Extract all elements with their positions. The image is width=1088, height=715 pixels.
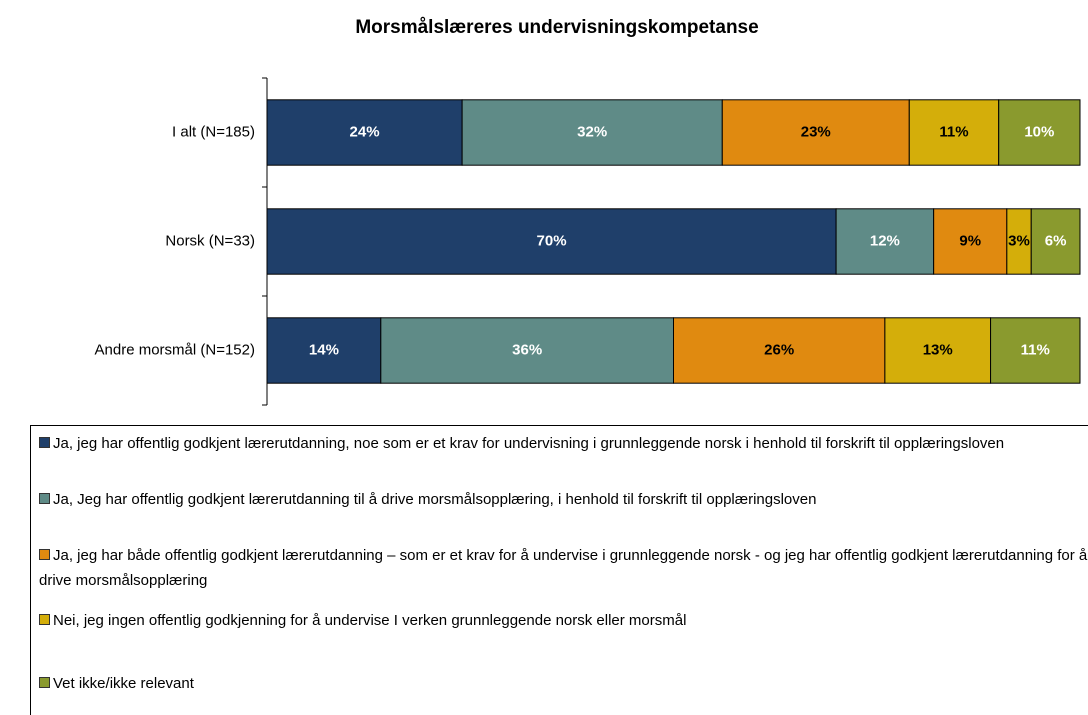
legend-swatch: [39, 614, 50, 625]
legend-entry: Ja, jeg har offentlig godkjent lærerutda…: [39, 431, 1088, 456]
bar-segment: [266, 317, 382, 384]
legend: Ja, jeg har offentlig godkjent lærerutda…: [30, 425, 1088, 715]
legend-swatch: [39, 677, 50, 688]
bar-segment: [721, 99, 910, 166]
data-label: 12%: [870, 232, 900, 249]
legend-entry: Ja, jeg har både offentlig godkjent lære…: [39, 543, 1088, 593]
data-label: 14%: [309, 341, 339, 358]
data-label: 6%: [1045, 232, 1067, 249]
bar-segment: [835, 208, 935, 275]
legend-label: Ja, jeg har både offentlig godkjent lære…: [39, 547, 1088, 589]
legend-label: Ja, Jeg har offentlig godkjent lærerutda…: [53, 491, 817, 508]
bar-segment: [1006, 208, 1032, 275]
legend-swatch: [39, 437, 50, 448]
data-label: 70%: [537, 232, 567, 249]
data-label: 11%: [939, 123, 968, 140]
legend-label: Nei, jeg ingen offentlig godkjenning for…: [53, 612, 687, 629]
legend-label: Vet ikke/ikke relevant: [53, 675, 194, 692]
chart: Morsmålslæreres undervisningskompetanse …: [95, 17, 1081, 406]
legend-entry: Vet ikke/ikke relevant: [39, 671, 1088, 696]
data-label: 10%: [1024, 123, 1054, 140]
legend-entry: Ja, Jeg har offentlig godkjent lærerutda…: [39, 487, 1088, 512]
data-label: 11%: [1021, 341, 1050, 358]
bar-segment: [884, 317, 992, 384]
y-tick-label: Andre morsmål (N=152): [95, 341, 255, 358]
bar-segment: [990, 317, 1081, 384]
data-label: 24%: [350, 123, 380, 140]
y-tick-label: I alt (N=185): [172, 123, 255, 140]
bar-segment: [1030, 208, 1081, 275]
bar-segment: [266, 99, 463, 166]
data-label: 13%: [923, 341, 953, 358]
data-label: 32%: [577, 123, 607, 140]
bar-segment: [908, 99, 1000, 166]
bar-segment: [266, 208, 837, 275]
data-label: 26%: [764, 341, 794, 358]
data-label: 9%: [959, 232, 981, 249]
y-tick-label: Norsk (N=33): [165, 232, 255, 249]
legend-entry: Nei, jeg ingen offentlig godkjenning for…: [39, 608, 1088, 633]
chart-title: Morsmålslæreres undervisningskompetanse: [355, 17, 758, 38]
data-label: 3%: [1008, 232, 1030, 249]
bar-segment: [673, 317, 886, 384]
legend-swatch: [39, 549, 50, 560]
bar-segment: [461, 99, 723, 166]
data-label: 23%: [801, 123, 831, 140]
data-label: 36%: [512, 341, 542, 358]
legend-swatch: [39, 493, 50, 504]
bar-segment: [998, 99, 1081, 166]
legend-label: Ja, jeg har offentlig godkjent lærerutda…: [53, 435, 1005, 452]
